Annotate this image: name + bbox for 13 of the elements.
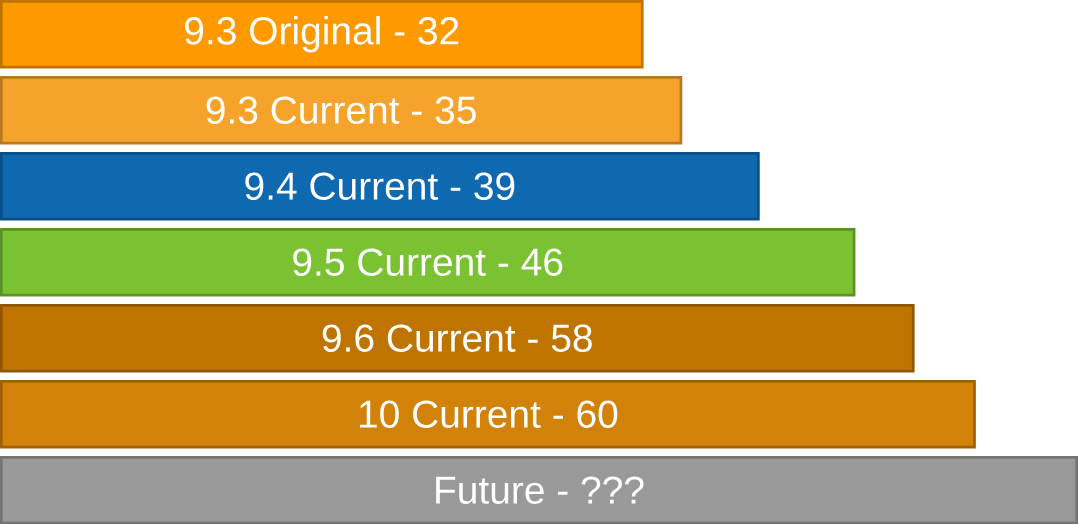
bar <box>0 303 915 373</box>
bar <box>0 0 644 69</box>
y-tick-label: 9.3 Original - 32 <box>185 15 459 53</box>
y-tick-label: 10 Current - 60 <box>359 400 618 428</box>
y-tick-label: 9.5 Current - 46 <box>293 248 563 276</box>
bar <box>0 75 683 145</box>
y-tick-label: 9.4 Current - 39 <box>245 172 515 200</box>
bar <box>0 151 760 221</box>
y-tick-label: 9.6 Current - 58 <box>322 324 592 352</box>
bar <box>0 227 856 297</box>
y-tick-label: 9.3 Current - 35 <box>206 96 476 124</box>
y-tick-label: Future - ??? <box>436 476 644 504</box>
bar <box>0 379 976 449</box>
